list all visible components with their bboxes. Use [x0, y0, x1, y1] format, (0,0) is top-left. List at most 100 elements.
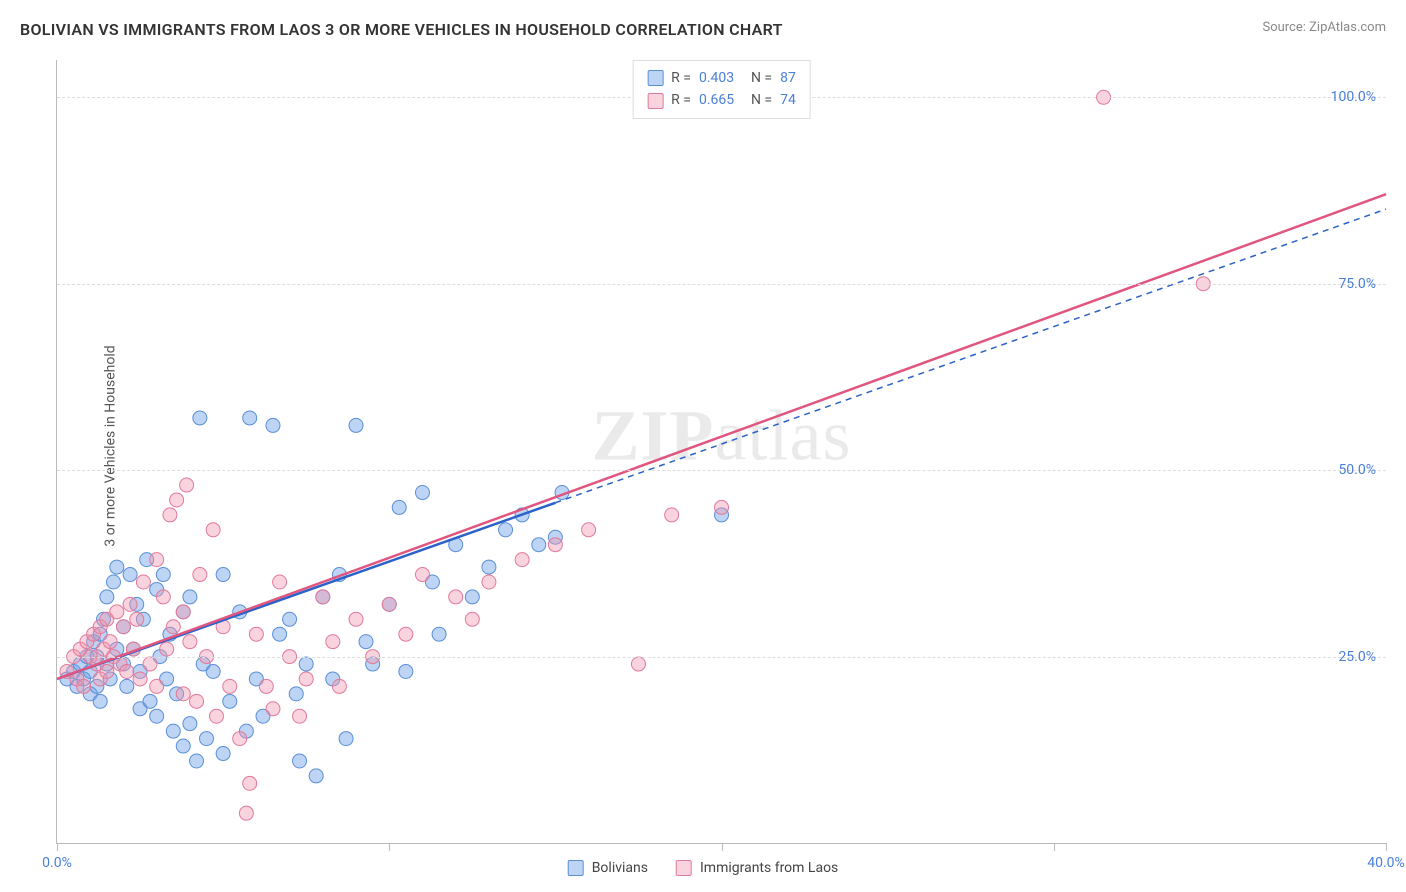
- data-point-bolivians: [166, 724, 180, 738]
- data-point-laos: [190, 694, 204, 708]
- data-point-bolivians: [123, 568, 137, 582]
- chart-source: Source: ZipAtlas.com: [1262, 20, 1386, 35]
- data-point-bolivians: [120, 679, 134, 693]
- data-point-bolivians: [283, 612, 297, 626]
- data-point-bolivians: [183, 717, 197, 731]
- data-point-bolivians: [349, 418, 363, 432]
- xtick: [1054, 843, 1055, 851]
- legend-item-bolivians: Bolivians: [568, 860, 648, 876]
- source-value: ZipAtlas.com: [1309, 20, 1386, 35]
- chart-title: BOLIVIAN VS IMMIGRANTS FROM LAOS 3 OR MO…: [20, 20, 783, 39]
- legend-row-laos: R = 0.665 N = 74: [647, 89, 796, 111]
- data-point-laos: [166, 620, 180, 634]
- data-point-bolivians: [465, 590, 479, 604]
- data-point-laos: [116, 620, 130, 634]
- ytick-label: 25.0%: [1338, 649, 1376, 665]
- data-point-laos: [382, 597, 396, 611]
- data-point-laos: [163, 508, 177, 522]
- data-point-laos: [249, 627, 263, 641]
- data-point-bolivians: [299, 657, 313, 671]
- data-point-laos: [273, 575, 287, 589]
- data-point-bolivians: [183, 590, 197, 604]
- data-point-bolivians: [193, 411, 207, 425]
- data-point-laos: [243, 776, 257, 790]
- n-value-bolivians: 87: [780, 67, 796, 89]
- data-point-laos: [548, 538, 562, 552]
- swatch-laos-icon: [676, 860, 692, 876]
- data-point-laos: [482, 575, 496, 589]
- data-point-laos: [465, 612, 479, 626]
- r-label: R =: [671, 67, 691, 89]
- data-point-laos: [176, 605, 190, 619]
- ytick-label: 75.0%: [1338, 276, 1376, 292]
- data-point-bolivians: [206, 664, 220, 678]
- data-point-laos: [665, 508, 679, 522]
- data-point-laos: [209, 709, 223, 723]
- data-point-laos: [293, 709, 307, 723]
- trendline-bolivians-dashed: [555, 209, 1386, 503]
- data-point-laos: [239, 806, 253, 820]
- legend-label-laos: Immigrants from Laos: [700, 860, 838, 876]
- r-label: R =: [671, 89, 691, 111]
- data-point-laos: [150, 553, 164, 567]
- data-point-laos: [299, 672, 313, 686]
- data-point-laos: [223, 679, 237, 693]
- data-point-laos: [183, 635, 197, 649]
- data-point-laos: [332, 679, 346, 693]
- data-point-laos: [266, 702, 280, 716]
- data-point-laos: [123, 597, 137, 611]
- data-point-laos: [130, 612, 144, 626]
- legend-row-bolivians: R = 0.403 N = 87: [647, 67, 796, 89]
- data-point-bolivians: [289, 687, 303, 701]
- data-point-bolivians: [309, 769, 323, 783]
- data-point-bolivians: [266, 418, 280, 432]
- data-point-bolivians: [216, 747, 230, 761]
- data-point-bolivians: [190, 754, 204, 768]
- data-point-laos: [715, 500, 729, 514]
- data-point-laos: [170, 493, 184, 507]
- data-point-bolivians: [110, 560, 124, 574]
- source-label: Source:: [1262, 20, 1309, 35]
- gridline: [57, 470, 1386, 471]
- data-point-laos: [415, 568, 429, 582]
- data-point-laos: [206, 523, 220, 537]
- data-point-laos: [449, 590, 463, 604]
- data-point-laos: [150, 679, 164, 693]
- n-value-laos: 74: [780, 89, 796, 111]
- xtick-label: 0.0%: [42, 855, 72, 871]
- xtick: [57, 843, 58, 851]
- data-point-bolivians: [176, 739, 190, 753]
- data-point-laos: [349, 612, 363, 626]
- data-point-bolivians: [216, 568, 230, 582]
- swatch-laos-icon: [647, 93, 663, 109]
- data-point-laos: [399, 627, 413, 641]
- data-point-bolivians: [415, 486, 429, 500]
- data-point-bolivians: [399, 664, 413, 678]
- data-point-laos: [582, 523, 596, 537]
- chart-plot-area: ZIPatlas R = 0.403 N = 87 R = 0.665 N = …: [56, 60, 1386, 844]
- data-point-laos: [133, 672, 147, 686]
- data-point-bolivians: [150, 709, 164, 723]
- data-point-bolivians: [359, 635, 373, 649]
- xtick: [1386, 843, 1387, 851]
- plot-svg: [57, 60, 1386, 843]
- data-point-laos: [193, 568, 207, 582]
- data-point-laos: [143, 657, 157, 671]
- data-point-laos: [77, 679, 91, 693]
- xtick: [389, 843, 390, 851]
- ytick-label: 50.0%: [1338, 462, 1376, 478]
- trendline-laos: [57, 194, 1386, 679]
- legend-correlation-box: R = 0.403 N = 87 R = 0.665 N = 74: [632, 60, 811, 119]
- data-point-bolivians: [106, 575, 120, 589]
- data-point-bolivians: [143, 694, 157, 708]
- data-point-laos: [259, 679, 273, 693]
- data-point-laos: [316, 590, 330, 604]
- xtick-label: 40.0%: [1367, 855, 1405, 871]
- data-point-bolivians: [339, 732, 353, 746]
- r-value-bolivians: 0.403: [699, 67, 743, 89]
- legend-series: Bolivians Immigrants from Laos: [568, 860, 839, 876]
- data-point-bolivians: [156, 568, 170, 582]
- swatch-bolivians-icon: [647, 70, 663, 86]
- data-point-laos: [160, 642, 174, 656]
- data-point-laos: [176, 687, 190, 701]
